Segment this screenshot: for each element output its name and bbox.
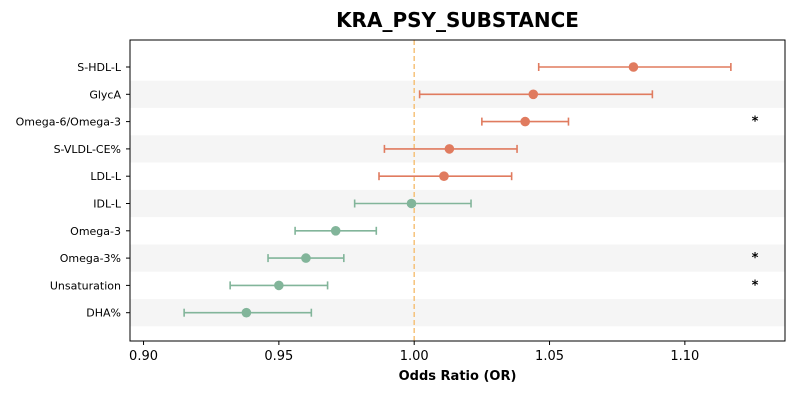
y-tick-label: Unsaturation — [50, 279, 121, 292]
y-tick-label: S-HDL-L — [77, 61, 122, 74]
significance-marker: * — [752, 115, 759, 130]
y-tick-label: Omega-6/Omega-3 — [16, 116, 121, 129]
or-point — [528, 89, 539, 100]
forest-row — [537, 62, 732, 72]
or-point — [330, 226, 341, 236]
or-point — [241, 307, 252, 318]
y-tick-label: S-VLDL-CE% — [54, 143, 121, 156]
chart-title: KRA_PSY_SUBSTANCE — [336, 8, 579, 32]
y-tick-label: GlycA — [89, 88, 121, 101]
or-point — [520, 116, 530, 127]
or-point — [439, 171, 449, 181]
forest-row — [378, 171, 513, 181]
y-tick-label: DHA% — [86, 307, 121, 320]
or-point — [301, 253, 311, 263]
or-point — [274, 280, 284, 291]
y-tick-label: IDL-L — [93, 198, 122, 211]
significance-marker: * — [752, 278, 759, 293]
forest-row: * — [267, 251, 759, 266]
forest-row — [418, 89, 654, 100]
data-rows: * * * — [183, 62, 759, 318]
y-tick-label: LDL-L — [90, 170, 122, 183]
x-axis-label: Odds Ratio (OR) — [399, 369, 517, 384]
x-tick-label: 1.00 — [400, 349, 429, 364]
plot-frame — [129, 39, 786, 342]
row-bands — [130, 80, 785, 327]
y-tick-label: Omega-3 — [70, 225, 121, 238]
x-axis: 0.90 0.95 1.00 1.05 1.10 — [129, 341, 699, 364]
or-point — [444, 144, 455, 154]
or-point — [406, 198, 417, 209]
y-axis: S-HDL-L GlycA Omega-6/Omega-3 S-VLDL-CE% LDL… — [16, 61, 130, 320]
row-band — [130, 244, 785, 272]
forest-row — [294, 226, 378, 236]
x-tick-label: 1.10 — [670, 349, 699, 364]
forest-row: * — [229, 278, 759, 293]
or-point — [628, 62, 639, 72]
forest-row: * — [481, 115, 759, 130]
x-tick-label: 0.95 — [264, 349, 293, 364]
forest-row — [183, 307, 313, 318]
x-tick-label: 0.90 — [129, 349, 158, 364]
significance-marker: * — [752, 251, 759, 266]
x-tick-label: 1.05 — [535, 349, 564, 364]
y-tick-label: Omega-3% — [60, 252, 121, 265]
forest-row — [383, 144, 518, 154]
forest-row — [353, 198, 472, 209]
